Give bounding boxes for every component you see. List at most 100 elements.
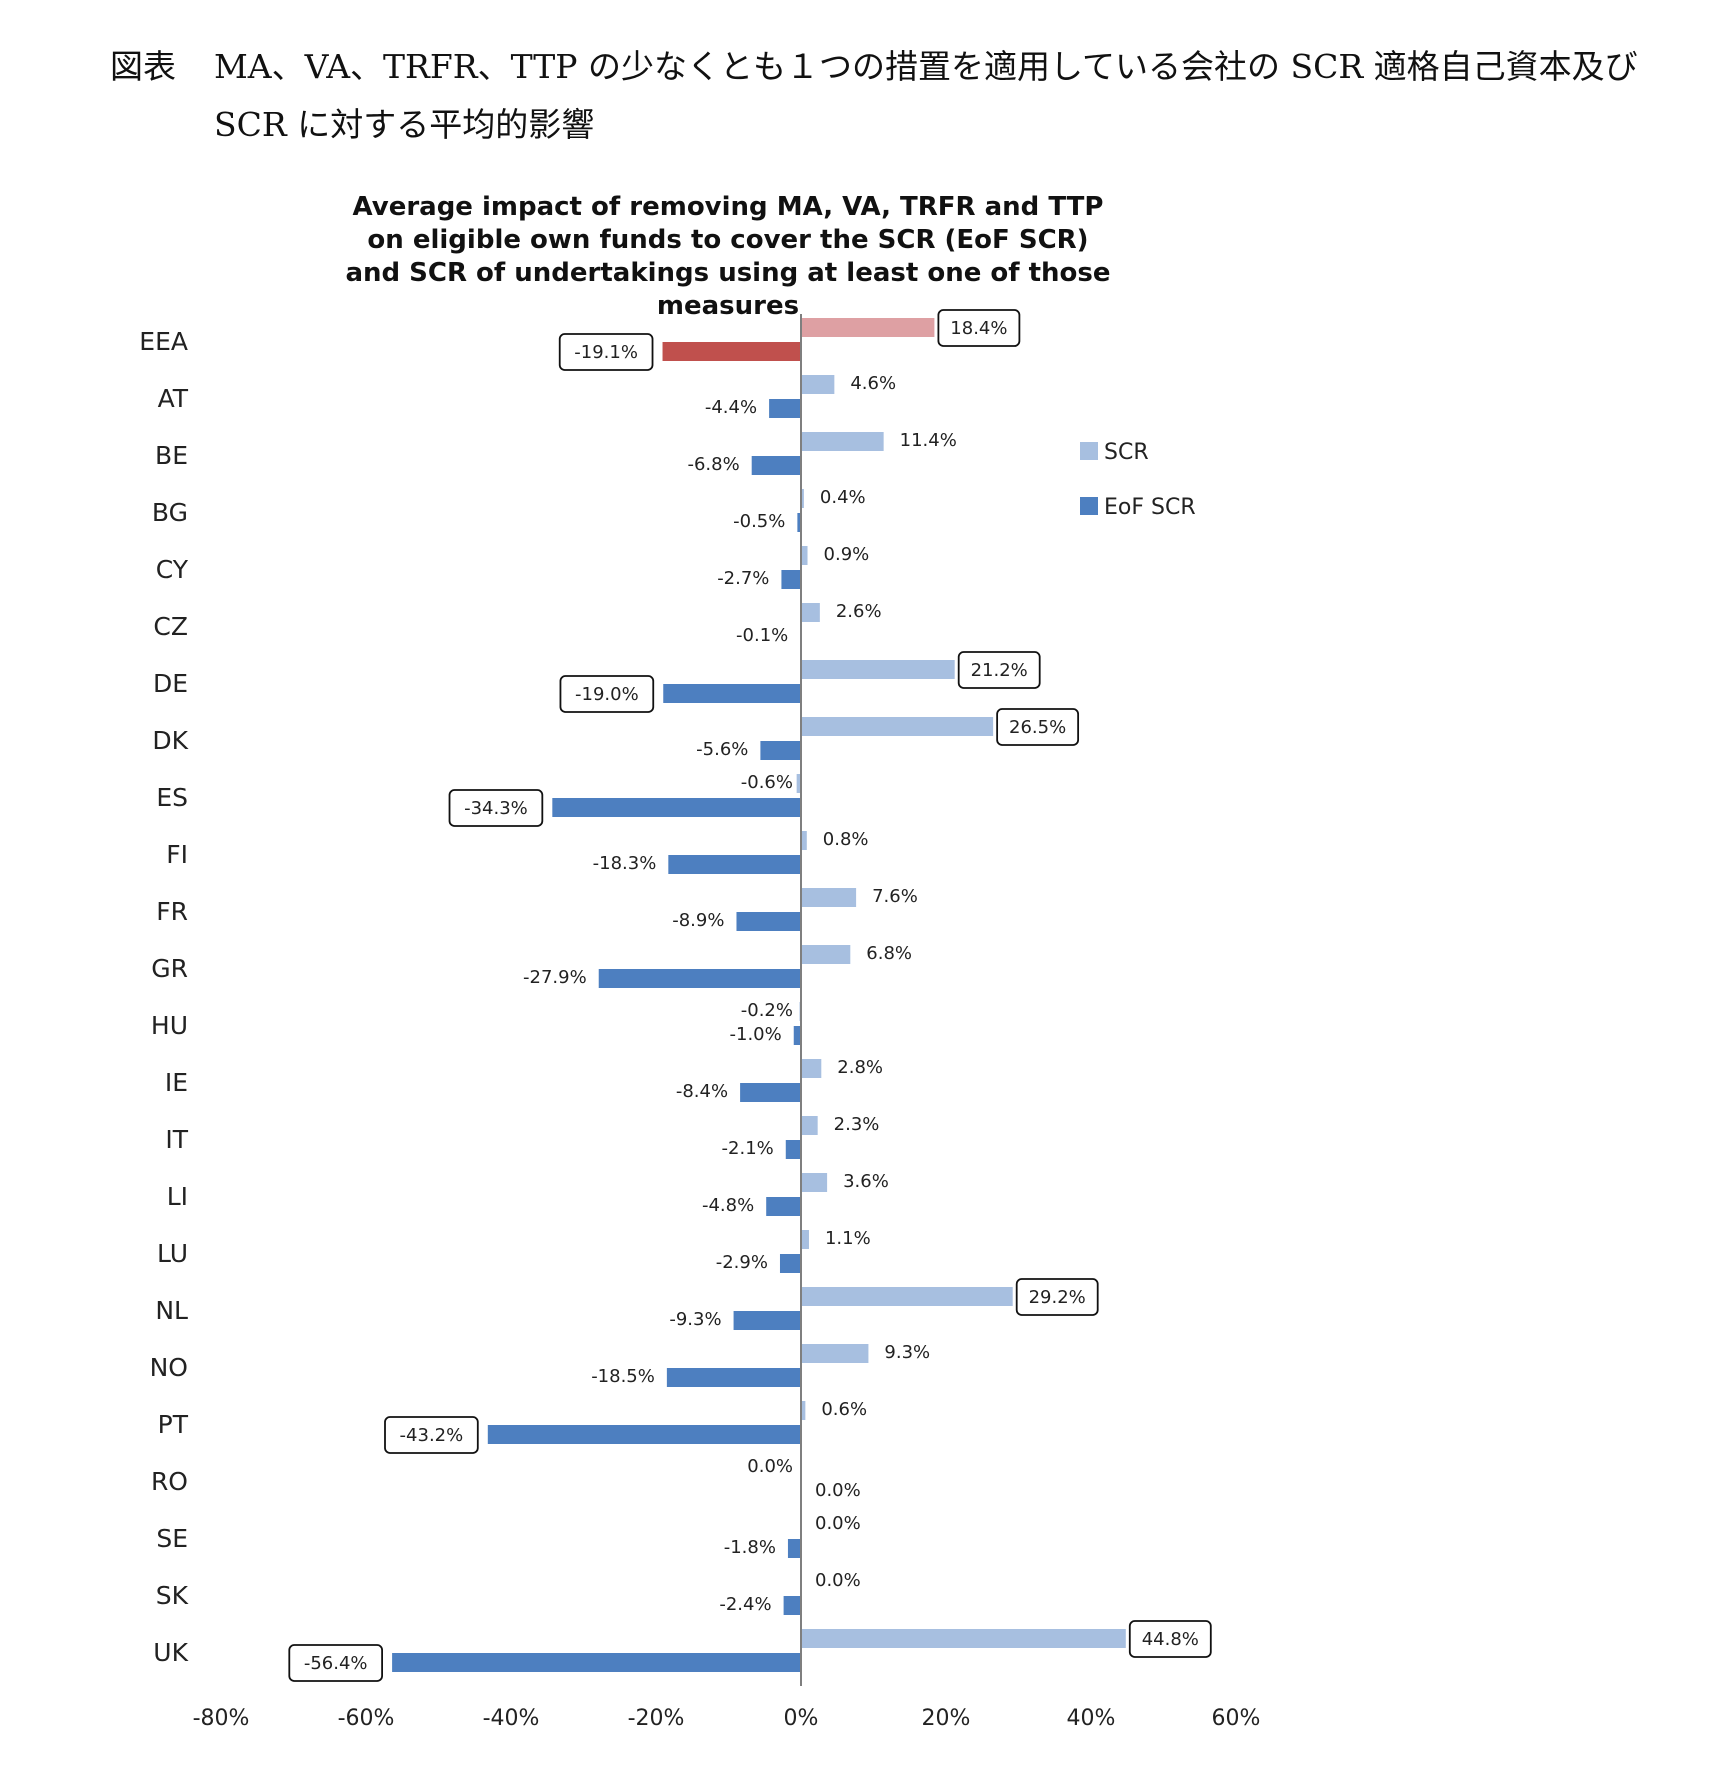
x-tick-label: 20% (922, 1706, 971, 1731)
category-label: IT (165, 1125, 188, 1154)
data-label-eof-scr: -5.6% (696, 739, 748, 760)
bar-eof-scr (666, 1368, 801, 1387)
bar-eof-scr (751, 456, 801, 475)
data-label-eof-scr: 0.0% (815, 1480, 861, 1501)
bar-eof-scr (487, 1425, 801, 1444)
data-label-scr: -0.6% (741, 772, 793, 793)
data-label-eof-scr: -19.0% (575, 684, 639, 705)
category-label: IE (165, 1068, 188, 1097)
data-label-box (996, 708, 1080, 746)
category-label: DE (153, 669, 188, 698)
bar-eof-scr (769, 399, 801, 418)
bar-scr (801, 546, 808, 565)
data-label-scr: 0.0% (747, 1456, 793, 1477)
category-label: AT (158, 384, 189, 413)
chart-title-line: Average impact of removing MA, VA, TRFR … (353, 192, 1104, 222)
data-label-box (288, 1644, 383, 1682)
bar-eof-scr (662, 342, 801, 361)
data-label-eof-scr: -34.3% (464, 798, 528, 819)
category-label: CZ (153, 612, 188, 641)
bar-eof-scr (760, 741, 801, 760)
data-label-box (448, 789, 544, 827)
caption-label: 図表 (110, 47, 176, 86)
bar-scr (801, 1173, 828, 1192)
bar-scr (801, 888, 857, 907)
data-label-scr: 21.2% (971, 660, 1028, 681)
data-label-scr: 11.4% (900, 430, 957, 451)
data-label-eof-scr: -4.4% (705, 397, 757, 418)
data-label-scr: 0.0% (815, 1513, 861, 1534)
data-label-eof-scr: -4.8% (702, 1195, 754, 1216)
data-label-scr: 7.6% (872, 886, 918, 907)
bar-scr (801, 489, 804, 508)
data-label-eof-scr: -2.4% (719, 1594, 771, 1615)
caption-text: MA、VA、TRFR、TTP の少なくとも１つの措置を適用している会社の SCR… (214, 47, 1638, 144)
category-label: NO (150, 1353, 188, 1382)
bar-eof-scr (793, 1026, 801, 1045)
legend-label: SCR (1104, 440, 1149, 465)
bar-scr (801, 660, 955, 679)
bar-eof-scr (552, 798, 801, 817)
data-label-scr: 44.8% (1142, 1629, 1199, 1650)
bar-scr (801, 1401, 806, 1420)
category-label: RO (151, 1467, 188, 1496)
x-tick-label: 40% (1067, 1706, 1116, 1731)
data-label-scr: 0.9% (824, 544, 870, 565)
data-label-scr: 26.5% (1009, 717, 1066, 738)
category-label: SE (156, 1524, 188, 1553)
x-tick-label: -40% (483, 1706, 540, 1731)
legend-swatch (1080, 497, 1098, 515)
bar-eof-scr (787, 1539, 801, 1558)
data-label-box (384, 1416, 479, 1454)
data-label-eof-scr: -19.1% (574, 342, 638, 363)
x-tick-label: -20% (628, 1706, 685, 1731)
category-label: FR (156, 897, 188, 926)
data-label-scr: 0.4% (820, 487, 866, 508)
bar-scr (801, 1230, 809, 1249)
data-label-scr: 0.0% (815, 1570, 861, 1591)
data-label-scr: 1.1% (825, 1228, 871, 1249)
category-label: UK (153, 1638, 188, 1667)
x-tick-label: -80% (193, 1706, 250, 1731)
bar-scr (801, 1116, 818, 1135)
bar-scr (801, 603, 820, 622)
category-label: ES (156, 783, 188, 812)
bar-eof-scr (733, 1311, 801, 1330)
data-label-scr: 9.3% (884, 1342, 930, 1363)
category-label: CY (156, 555, 189, 584)
bar-scr (801, 717, 994, 736)
chart-title-line: and SCR of undertakings using at least o… (345, 258, 1110, 288)
data-label-scr: 4.6% (850, 373, 896, 394)
bar-scr (801, 1344, 869, 1363)
data-label-eof-scr: -0.1% (736, 625, 788, 646)
category-label: EEA (139, 327, 188, 356)
bar-scr (801, 945, 851, 964)
data-label-scr: 18.4% (950, 318, 1007, 339)
category-label: FI (166, 840, 188, 869)
data-label-scr: 6.8% (866, 943, 912, 964)
category-label: PT (158, 1410, 189, 1439)
bar-scr (796, 774, 801, 793)
chart-title-line: measures (657, 291, 799, 321)
x-tick-label: 60% (1212, 1706, 1261, 1731)
data-label-eof-scr: -2.1% (722, 1138, 774, 1159)
bar-eof-scr (598, 969, 801, 988)
data-label-scr: 0.6% (821, 1399, 867, 1420)
data-label-box (1015, 1278, 1099, 1316)
bar-scr (801, 1629, 1126, 1648)
data-label-eof-scr: -43.2% (400, 1425, 464, 1446)
bar-scr (801, 831, 807, 850)
category-label: DK (152, 726, 188, 755)
data-label-scr: -0.2% (741, 1000, 793, 1021)
x-tick-label: -60% (338, 1706, 395, 1731)
data-label-scr: 29.2% (1029, 1287, 1086, 1308)
category-label: GR (151, 954, 188, 983)
data-label-scr: 0.8% (823, 829, 869, 850)
data-label-box (937, 309, 1021, 347)
legend-swatch (1080, 442, 1098, 460)
data-label-eof-scr: -1.0% (730, 1024, 782, 1045)
data-label-box (559, 675, 655, 713)
data-label-scr: 3.6% (843, 1171, 889, 1192)
data-label-eof-scr: -2.7% (717, 568, 769, 589)
bar-scr (801, 432, 884, 451)
